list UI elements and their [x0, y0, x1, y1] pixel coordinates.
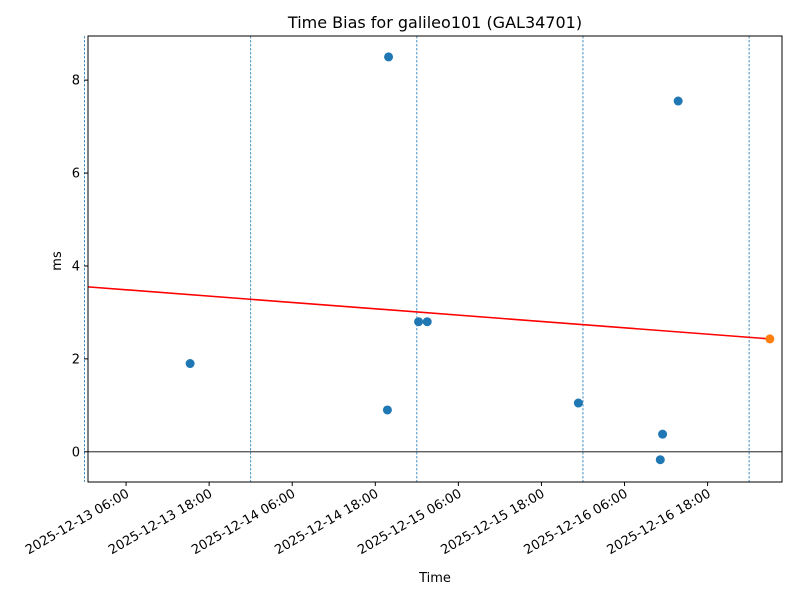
- data-point: [673, 96, 683, 106]
- y-tick-label: 4: [72, 259, 80, 274]
- chart-title: Time Bias for galileo101 (GAL34701): [287, 13, 582, 32]
- data-point: [655, 455, 665, 465]
- data-point: [573, 398, 583, 408]
- data-point: [658, 429, 668, 439]
- data-point: [185, 359, 195, 369]
- y-tick-label: 2: [72, 352, 80, 367]
- data-point: [382, 405, 392, 415]
- y-tick-label: 0: [72, 445, 80, 460]
- axes-frame: [87, 35, 783, 483]
- data-point: [422, 317, 432, 327]
- data-point: [384, 52, 394, 62]
- data-point: [414, 317, 424, 327]
- y-tick-label: 6: [72, 167, 80, 182]
- x-axis-label: Time: [418, 571, 451, 586]
- trend-line: [87, 286, 770, 340]
- latest-data-point: [765, 334, 775, 344]
- y-tick-label: 8: [72, 74, 80, 89]
- y-axis-label: ms: [50, 251, 65, 271]
